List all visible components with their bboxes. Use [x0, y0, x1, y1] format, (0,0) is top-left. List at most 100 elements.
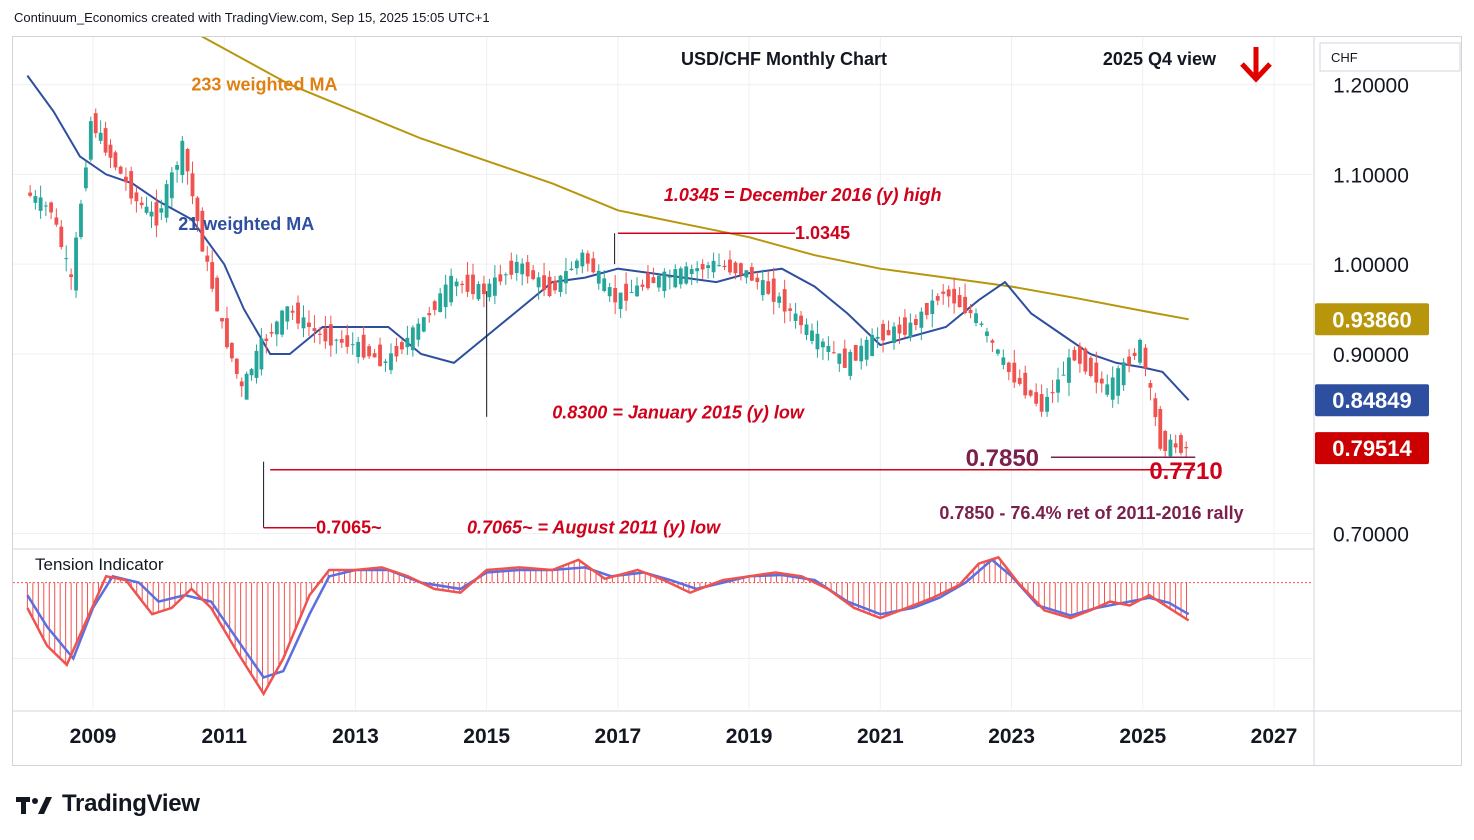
candle-body [244, 373, 249, 400]
candle-body [782, 289, 787, 312]
candle-body [421, 317, 426, 332]
x-tick-label: 2017 [595, 725, 642, 748]
candle-body [1116, 368, 1121, 396]
ma-line-21 [26, 75, 1190, 401]
candle-body [1039, 394, 1044, 412]
candle-body [482, 283, 486, 295]
x-tick-label: 2015 [463, 725, 510, 748]
x-tick-label: 2021 [857, 725, 904, 748]
candle-body [799, 315, 803, 326]
candle-body [290, 310, 295, 313]
currency-box [1319, 42, 1461, 72]
candle-body [405, 337, 410, 348]
candle-body [49, 202, 54, 213]
candle-body [1148, 383, 1153, 388]
chart-frame: 233 weighted MA 21 weighted MA 1.0345 = De… [12, 29, 1462, 766]
candle-body [1110, 377, 1115, 400]
candle-body [536, 277, 541, 288]
candle-body [1083, 348, 1088, 372]
moving-averages [26, 29, 1190, 401]
level-lines [263, 232, 1196, 529]
candle-body [190, 173, 195, 197]
candle-body [646, 273, 650, 289]
candle-body [602, 278, 607, 292]
candle-body [744, 270, 749, 278]
candle-body [946, 289, 951, 297]
candle-body [760, 280, 765, 296]
candle-body [69, 274, 74, 278]
candle-body [930, 300, 935, 315]
candle-body [180, 140, 185, 176]
candle-body [892, 326, 896, 343]
candle-body [1050, 392, 1055, 394]
candle-body [1012, 362, 1017, 383]
candle-body [410, 327, 415, 351]
candle-body [990, 340, 995, 343]
candle-body [103, 128, 108, 153]
candle-body [569, 268, 574, 271]
candle-body [553, 280, 557, 291]
candle-body [558, 275, 563, 293]
x-tick-label: 2011 [201, 725, 247, 748]
candle-body [54, 217, 59, 225]
candle-body [249, 369, 254, 376]
candle-body [301, 317, 306, 329]
chart-credit: Continuum_Economics created with Trading… [14, 10, 490, 25]
y-tick-label: 0.90000 [1333, 344, 1409, 367]
candle-body [93, 113, 98, 134]
x-tick-label: 2019 [726, 725, 773, 748]
candle-body [908, 322, 913, 338]
candle-body [777, 296, 782, 303]
candle-body [487, 283, 492, 298]
candle-body [728, 259, 732, 273]
candle-body [514, 261, 519, 274]
chart-subtitle: 2025 Q4 view [1103, 49, 1217, 69]
candle-body [635, 285, 639, 297]
candle-body [361, 334, 366, 358]
x-tick-label: 2013 [332, 725, 379, 748]
candle-body [129, 171, 134, 199]
candle-body [613, 288, 618, 303]
candle-body [853, 345, 858, 361]
candle-body [525, 262, 530, 277]
candle-body [564, 271, 568, 284]
candle-body [678, 268, 683, 285]
candle-body [274, 321, 279, 335]
candle-body [684, 266, 689, 284]
candle-body [935, 296, 940, 301]
candle-body [465, 274, 470, 292]
candle-body [793, 313, 798, 321]
x-tick-label: 2023 [988, 725, 1035, 748]
candle-body [296, 302, 300, 324]
candle-body [334, 339, 339, 341]
candle-body [771, 278, 776, 302]
candle-body [1061, 374, 1066, 376]
candle-body [229, 342, 234, 359]
candle-body [285, 306, 290, 322]
tradingview-logo[interactable]: TradingView [16, 790, 200, 818]
candle-body [1023, 372, 1028, 396]
candle-body [259, 338, 264, 370]
candle-body [1006, 362, 1011, 373]
ti-fast-line [26, 555, 1190, 697]
chart-title: USD/CHF Monthly Chart [681, 49, 887, 69]
candle-body [79, 203, 83, 238]
candle-body [328, 324, 333, 346]
chart-svg[interactable]: 233 weighted MA 21 weighted MA 1.0345 = De… [13, 29, 1461, 765]
candle-body [1077, 346, 1082, 364]
candle-body [400, 342, 404, 350]
candle-body [225, 318, 229, 348]
candle-body [531, 270, 536, 280]
candle-body [443, 284, 448, 308]
candle-body [498, 274, 503, 282]
candle-body [815, 333, 820, 350]
candle-body [667, 276, 672, 278]
candle-body [662, 271, 667, 292]
candle-body [1184, 446, 1189, 449]
candle-body [1028, 390, 1033, 396]
candle-body [919, 311, 924, 328]
candle-body [1034, 392, 1039, 404]
candle-body [280, 310, 284, 335]
price-badge-label: 0.84849 [1332, 388, 1412, 413]
candle-body [596, 270, 601, 284]
